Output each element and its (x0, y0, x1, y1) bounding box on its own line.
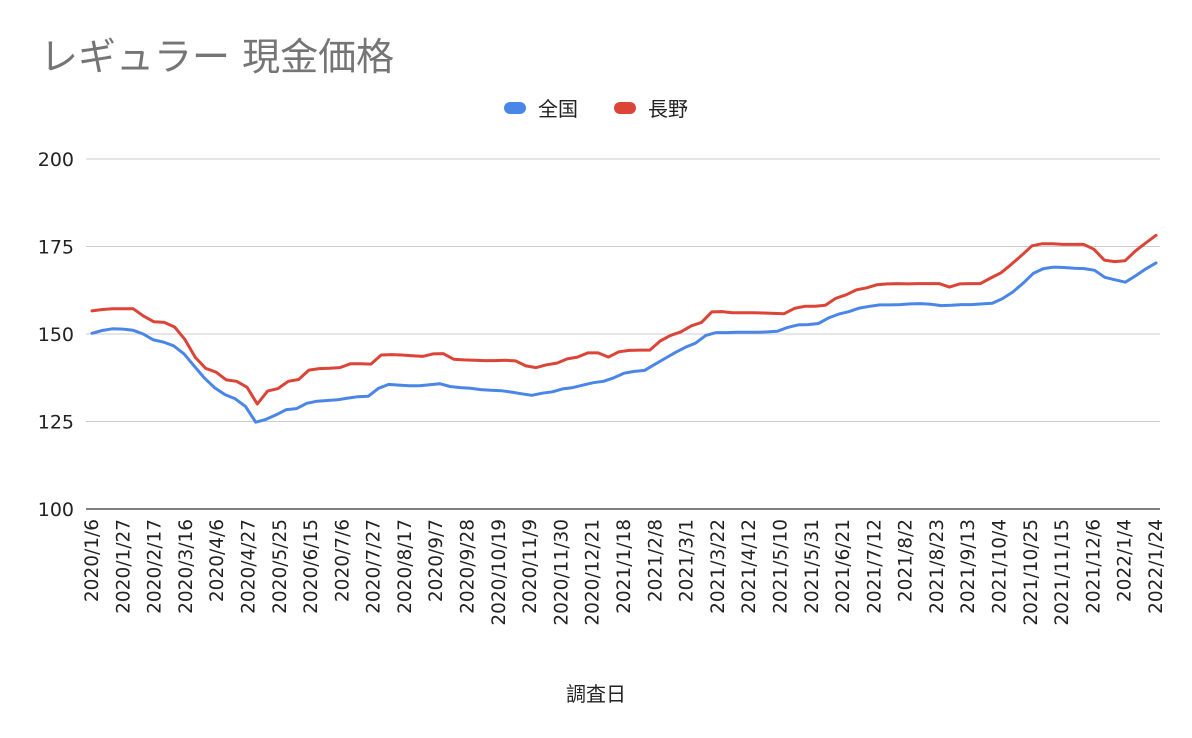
x-tick-label: 2020/7/6 (332, 519, 353, 602)
legend-label-nagano: 長野 (648, 97, 688, 121)
legend-item-zenkoku: 全国 (504, 93, 578, 122)
x-tick-label: 2021/1/18 (614, 519, 635, 614)
x-tick-label: 2021/3/1 (677, 519, 698, 602)
x-tick-label: 2020/1/6 (82, 519, 103, 602)
legend-item-nagano: 長野 (614, 93, 688, 122)
x-tick-label: 2022/1/4 (1115, 519, 1136, 602)
x-tick-label: 2021/5/31 (802, 519, 823, 614)
x-tick-label: 2021/3/22 (708, 519, 729, 614)
x-tick-label: 2020/11/9 (520, 519, 541, 614)
x-tick-label: 2021/4/12 (739, 519, 760, 614)
legend: 全国 長野 (0, 93, 1192, 122)
x-tick-label: 2021/12/6 (1083, 519, 1104, 614)
x-tick-label: 2021/7/12 (864, 519, 885, 614)
series-line-nagano (90, 233, 1158, 406)
x-tick-label: 2020/9/7 (426, 519, 447, 602)
x-tick-label: 2020/1/27 (113, 519, 134, 614)
x-tick-label: 2020/9/28 (458, 519, 479, 614)
x-tick-label: 2020/6/15 (301, 519, 322, 614)
chart-title: レギュラー 現金価格 (40, 35, 395, 79)
series-line-zenkoku (90, 261, 1158, 424)
x-tick-label: 2021/8/23 (927, 519, 948, 614)
y-tick-label: 125 (38, 412, 74, 434)
x-tick-label: 2021/9/13 (958, 519, 979, 614)
x-tick-label: 2021/10/4 (990, 519, 1011, 614)
x-tick-label: 2020/7/27 (364, 519, 385, 614)
x-tick-label: 2020/12/21 (583, 519, 604, 626)
x-tick-label: 2020/2/17 (145, 519, 166, 614)
x-tick-label: 2021/2/8 (645, 519, 666, 602)
x-tick-label: 2020/4/6 (207, 519, 228, 602)
x-tick-label: 2020/11/30 (551, 519, 572, 626)
x-tick-label: 2021/5/10 (770, 519, 791, 614)
x-tick-label: 2020/5/25 (270, 519, 291, 614)
legend-label-zenkoku: 全国 (538, 97, 578, 121)
x-tick-label: 2022/1/24 (1146, 519, 1167, 614)
x-tick-label: 2021/6/21 (833, 519, 854, 614)
x-tick-label: 2021/8/2 (896, 519, 917, 602)
legend-swatch-nagano (614, 101, 636, 114)
x-tick-label: 2021/11/15 (1052, 519, 1073, 626)
y-tick-label: 150 (38, 324, 74, 346)
x-tick-label: 2020/4/27 (238, 519, 259, 614)
y-tick-label: 175 (38, 237, 74, 259)
x-axis-title: 調査日 (566, 682, 626, 706)
x-tick-label: 2020/8/17 (395, 519, 416, 614)
y-tick-label: 200 (38, 149, 74, 171)
y-tick-label: 100 (38, 499, 74, 521)
x-tick-label: 2020/10/19 (489, 519, 510, 626)
legend-swatch-zenkoku (504, 101, 526, 114)
x-tick-label: 2020/3/16 (176, 519, 197, 614)
x-tick-label: 2021/10/25 (1021, 519, 1042, 626)
